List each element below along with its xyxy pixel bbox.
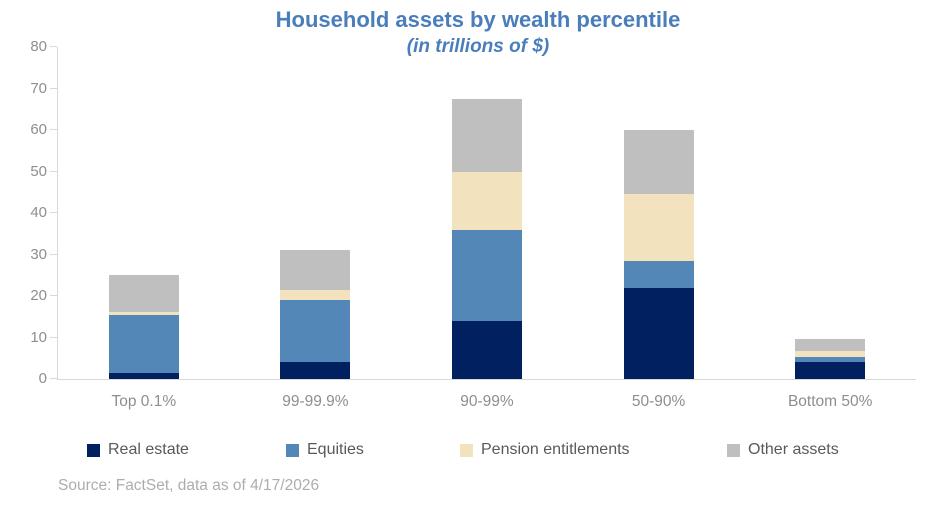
y-axis-tick-label: 0 [38, 370, 47, 387]
bar-segment [795, 351, 866, 358]
bar-segment [280, 289, 351, 301]
category-slot [573, 47, 745, 379]
y-axis-tick [50, 46, 57, 47]
legend-swatch [87, 443, 100, 457]
y-axis-tick-label: 20 [30, 287, 47, 304]
x-axis-category-label: 99-99.9% [282, 393, 349, 410]
bar-segment [108, 314, 179, 373]
legend-swatch [460, 443, 473, 457]
legend-item: Equities [286, 441, 364, 459]
bar-segment [280, 250, 351, 290]
bar-segment [623, 287, 694, 379]
category-slot [58, 47, 230, 379]
bar-segment [451, 98, 522, 172]
bar-segment [795, 362, 866, 379]
y-axis-tick-label: 30 [30, 245, 47, 263]
legend-item: Pension entitlements [460, 441, 630, 459]
legend-item: Real estate [87, 441, 189, 459]
y-axis-tick [50, 378, 57, 379]
stacked-bar [280, 250, 351, 379]
x-axis-category-label: 50-90% [631, 393, 686, 410]
y-axis-tick [50, 87, 57, 89]
legend-label: Pension entitlements [481, 441, 630, 458]
chart-subtitle: (in trillions of $) [406, 36, 550, 57]
y-axis-tick [50, 212, 57, 213]
y-axis-tick [50, 253, 57, 255]
bar-segment [623, 260, 694, 288]
x-axis-category-label: Bottom 50% [787, 393, 873, 410]
legend-swatch [286, 443, 299, 457]
chart-title: Household assets by wealth percentile [275, 7, 681, 32]
source-note: Source: FactSet, data as of 4/17/2026 [58, 477, 320, 494]
category-slot [401, 47, 573, 379]
plot-area: 0 10 20 30 40 50 60 70 80 Top 0.1% 99-99.9% 90-99%… [30, 38, 916, 410]
bar-segment [623, 130, 694, 195]
stacked-bar [795, 338, 866, 379]
bar-segment [623, 194, 694, 261]
bar-segment [451, 171, 522, 230]
bar-segment [795, 338, 866, 352]
bar-segment [108, 312, 179, 315]
y-axis-tick [50, 336, 57, 338]
x-axis-category-label: 90-99% [460, 393, 514, 410]
x-axis-labels: Top 0.1% 99-99.9% 90-99% 50-90% Bottom 50% [58, 393, 916, 411]
bar-segment [108, 274, 179, 313]
x-axis-category-label: Top 0.1% [111, 393, 177, 410]
legend-item: Other assets [727, 441, 839, 459]
stacked-bar [623, 130, 694, 379]
y-axis-tick [50, 295, 57, 296]
y-axis-tick-label: 80 [30, 38, 47, 55]
legend-label: Other assets [748, 441, 839, 458]
legend-label: Real estate [108, 441, 189, 458]
y-axis-tick-label: 50 [30, 162, 47, 180]
bar-segment [795, 357, 866, 363]
y-axis-tick-label: 60 [30, 121, 47, 138]
bar-segment [108, 372, 179, 379]
bar-segment [451, 229, 522, 321]
bars-container [58, 47, 916, 379]
y-axis-tick [50, 129, 57, 130]
bar-segment [451, 320, 522, 379]
y-axis-tick-label: 10 [30, 328, 47, 346]
legend-swatch [727, 443, 740, 457]
y-axis-tick-label: 70 [30, 79, 47, 97]
y-axis-tick-label: 40 [30, 204, 47, 221]
category-slot [230, 47, 402, 379]
bar-segment [280, 300, 351, 363]
bar-segment [280, 362, 351, 379]
stacked-bar [108, 274, 179, 379]
stacked-bar [451, 98, 522, 379]
y-axis-tick [50, 170, 57, 172]
category-slot [744, 47, 916, 379]
legend-label: Equities [307, 441, 364, 458]
